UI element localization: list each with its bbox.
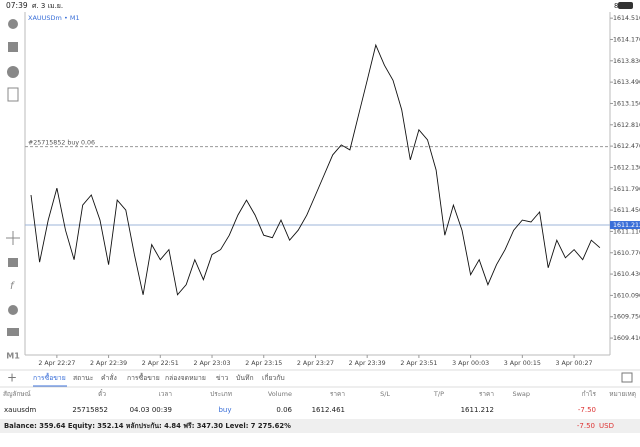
table-cell: buy — [218, 406, 231, 414]
tool-icon[interactable]: f — [10, 281, 15, 292]
tab[interactable]: การซื้อขาย — [127, 372, 160, 382]
table-header: Swap — [512, 390, 530, 398]
x-tick-label: 3 Apr 00:03 — [452, 360, 489, 367]
tab[interactable]: คำสั่ง — [101, 373, 117, 382]
left-toolbar: f — [6, 19, 20, 336]
tool-icon[interactable] — [8, 19, 18, 29]
y-tick-label: 1610.430 — [613, 271, 640, 278]
table-header: Volume — [268, 390, 292, 398]
tool-icon[interactable] — [8, 258, 18, 267]
footer-bar — [0, 419, 640, 433]
table-cell: -7.50 — [578, 406, 596, 414]
tool-icon[interactable] — [7, 328, 19, 336]
y-tick-label: 1612.810 — [613, 122, 640, 129]
x-tick-label: 2 Apr 23:51 — [400, 360, 437, 367]
chart: 1614.510 1614.170 1613.830 1613.490 1613.150… — [25, 15, 640, 367]
x-tick-label: 2 Apr 23:03 — [193, 360, 230, 367]
add-button[interactable]: + — [7, 371, 17, 385]
table-header: ราคา — [330, 390, 345, 398]
y-tick-label: 1614.170 — [613, 36, 640, 43]
tool-icon[interactable] — [8, 42, 18, 52]
footer-summary: Balance: 359.64 Equity: 352.14 หลักประกั… — [4, 422, 291, 430]
chart-symbol: XAUUSDm • M1 — [28, 14, 80, 22]
order-line-label: #25715852 buy 0.06 — [28, 140, 95, 147]
tool-icon[interactable] — [7, 87, 19, 102]
price-line-series — [30, 43, 601, 296]
tool-icon[interactable] — [6, 231, 20, 245]
y-tick-label: 1613.150 — [613, 100, 640, 107]
table-header: หมายเหตุ — [609, 390, 636, 398]
table-header: กำไร — [582, 390, 597, 398]
x-tick-label: 2 Apr 23:15 — [245, 360, 282, 367]
tool-icon[interactable] — [8, 305, 18, 315]
tab[interactable]: ข่าว — [216, 374, 228, 382]
x-tick-label: 3 Apr 00:15 — [504, 360, 541, 367]
table-cell: 04.03 00:39 — [130, 406, 172, 414]
y-tick-label: 1614.510 — [613, 15, 640, 22]
y-tick-label: 1612.130 — [613, 164, 640, 171]
table-header: เวลา — [158, 390, 172, 398]
table-header: ราคา — [479, 390, 494, 398]
y-tick-label: 1609.410 — [613, 335, 640, 342]
price-label: 1611.212 — [613, 222, 640, 229]
trade-table: สัญลักษณ์ ตั๋ว เวลา ประเภท Volume ราคา S/L T/P ร… — [3, 389, 636, 414]
table-cell: 0.06 — [276, 406, 292, 414]
tab[interactable]: เกี่ยวกับ — [262, 373, 285, 382]
table-cell: 1612.461 — [312, 406, 345, 414]
y-tick-label: 1613.830 — [613, 58, 640, 65]
y-tick-label: 1610.770 — [613, 250, 640, 257]
x-tick-label: 2 Apr 23:27 — [297, 360, 334, 367]
battery-icon — [618, 2, 633, 9]
status-date: ศ. 3 เม.ย. — [32, 2, 63, 10]
tabs: การซื้อขาย สถานะ คำสั่ง การซื้อขาย กล่องจดหม… — [33, 372, 285, 387]
y-tick-label: 1613.490 — [613, 79, 640, 86]
status-time: 07:39 — [6, 1, 28, 10]
tool-icon[interactable] — [7, 66, 19, 78]
table-header: ตั๋ว — [98, 389, 106, 398]
tab[interactable]: บันทึก — [236, 374, 254, 382]
table-cell: 1611.212 — [461, 406, 494, 414]
tab[interactable]: การซื้อขาย — [33, 372, 66, 382]
y-tick-label: 1611.790 — [613, 186, 640, 193]
table-header: S/L — [380, 390, 390, 398]
y-tick-label: 1611.110 — [613, 228, 640, 235]
x-tick-label: 2 Apr 23:39 — [349, 360, 386, 367]
table-cell: xauusdm — [4, 406, 36, 414]
tab[interactable]: สถานะ — [73, 374, 94, 382]
table-header: T/P — [433, 390, 444, 398]
table-header: สัญลักษณ์ — [3, 390, 31, 398]
timeframe-button[interactable]: M1 — [6, 352, 20, 361]
footer-profit: -7.50 — [577, 422, 595, 430]
y-tick-label: 1612.470 — [613, 143, 640, 150]
y-tick-label: 1609.750 — [613, 314, 640, 321]
y-tick-label: 1611.450 — [613, 207, 640, 214]
price-label-bg — [610, 221, 640, 230]
layout-button[interactable] — [621, 372, 633, 383]
x-tick-label: 2 Apr 22:51 — [142, 360, 179, 367]
x-tick-label: 2 Apr 22:39 — [90, 360, 127, 367]
table-cell: 25715852 — [72, 406, 108, 414]
footer-currency: USD — [599, 422, 614, 430]
y-tick-label: 1610.090 — [613, 292, 640, 299]
table-header: ประเภท — [210, 390, 232, 398]
tab[interactable]: กล่องจดหมาย — [165, 374, 206, 382]
x-tick-label: 2 Apr 22:27 — [38, 360, 75, 367]
x-tick-label: 3 Apr 00:27 — [556, 360, 593, 367]
